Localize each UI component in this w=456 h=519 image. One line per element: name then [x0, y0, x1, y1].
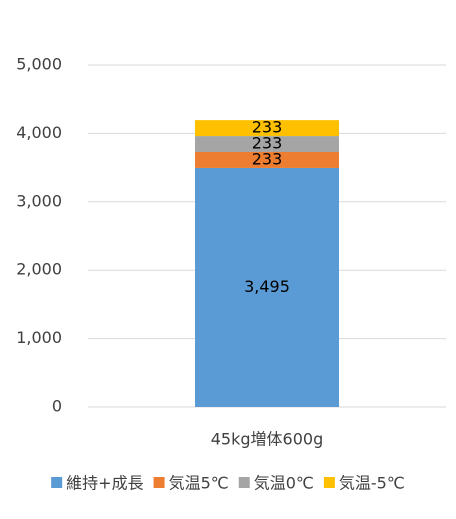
legend-label: 維持+成長	[66, 474, 143, 493]
data-label: 3,495	[244, 277, 290, 296]
legend-label: 気温5℃	[169, 474, 229, 493]
y-tick-label: 0	[52, 397, 62, 416]
data-label: 233	[252, 149, 283, 168]
x-tick-label: 45kg増体600g	[211, 430, 323, 449]
legend-label: 気温0℃	[254, 474, 314, 493]
data-label: 233	[252, 134, 283, 153]
data-label: 233	[252, 118, 283, 137]
y-tick-label: 5,000	[16, 55, 62, 74]
legend-swatch	[323, 477, 335, 488]
bar-segment	[195, 167, 339, 407]
y-tick-label: 1,000	[16, 328, 62, 347]
y-tick-label: 4,000	[16, 123, 62, 142]
legend-label: 気温-5℃	[339, 474, 405, 493]
y-tick-label: 2,000	[16, 260, 62, 279]
legend-swatch	[51, 477, 63, 488]
y-tick-label: 3,000	[16, 191, 62, 210]
bar-segment	[195, 152, 339, 168]
legend-swatch	[238, 477, 250, 488]
legend-swatch	[153, 477, 165, 488]
bar-segment	[195, 120, 339, 137]
bar-segment	[195, 136, 339, 153]
